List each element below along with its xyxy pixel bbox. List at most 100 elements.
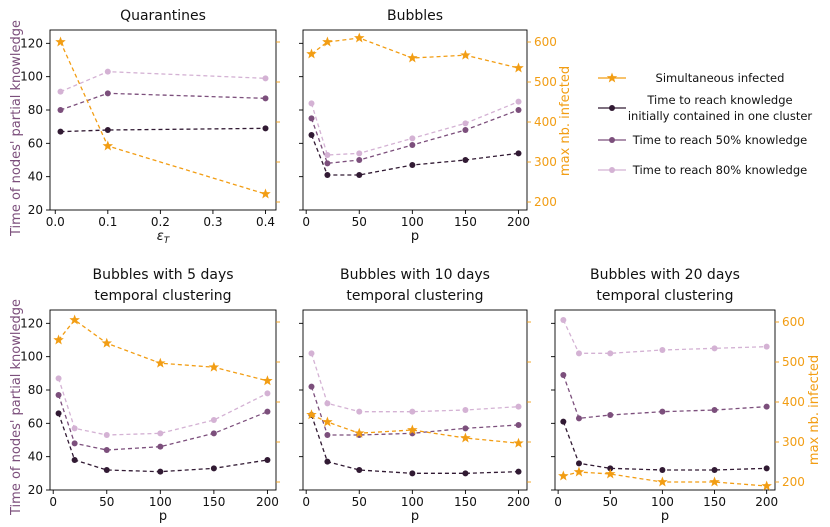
series-line-p50 — [310, 386, 519, 436]
data-point-p80 — [262, 75, 269, 82]
data-point-initial — [560, 418, 567, 425]
plot-frame — [49, 309, 277, 491]
data-point-simultaneous — [460, 49, 471, 60]
y-tick-label: 120 — [20, 36, 43, 50]
data-point-simultaneous — [761, 480, 772, 491]
x-tick-label: 50 — [352, 215, 367, 229]
right-ylabel-top: max nb. infected — [558, 66, 573, 176]
data-point-p50 — [515, 422, 522, 428]
data-point-simultaneous — [513, 437, 524, 448]
data-point-p80 — [409, 408, 416, 415]
data-point-initial — [607, 465, 614, 472]
data-point-initial — [659, 467, 666, 473]
series-line-p80 — [57, 378, 268, 436]
data-point-simultaneous — [306, 409, 317, 420]
right-y-tick-label: 400 — [534, 115, 557, 129]
data-point-initial — [71, 457, 78, 463]
legend-item-p80: Time to reach 80% knowledge — [598, 163, 807, 177]
x-axis-label: p — [411, 509, 419, 524]
x-axis-label: εT — [157, 229, 171, 246]
x-axis-label: p — [661, 509, 669, 524]
legend-label: Time to reach 50% knowledge — [632, 133, 807, 147]
x-tick-label: 50 — [352, 495, 367, 509]
chart-title: Bubbles with 5 days — [92, 267, 233, 283]
data-point-p50 — [324, 432, 331, 438]
data-point-simultaneous — [354, 32, 365, 43]
data-point-p50 — [71, 440, 78, 447]
data-point-initial — [324, 172, 331, 178]
chart-title: temporal clustering — [346, 288, 483, 304]
series-line-initial — [562, 421, 767, 471]
x-axis-label: p — [411, 229, 419, 244]
data-point-simultaneous — [55, 36, 66, 47]
x-tick-label: 100 — [401, 495, 424, 509]
data-point-p80 — [264, 390, 271, 397]
data-point-p50 — [308, 383, 315, 390]
data-point-simultaneous — [262, 375, 273, 386]
series-line-p80 — [310, 353, 519, 413]
series-line-initial — [60, 127, 266, 133]
chart-panel-1: Quarantines 0.0 0.1 0.2 0.3 0.4 εT 20 40 60 80 100 1… — [20, 8, 280, 246]
legend-marker — [609, 137, 615, 143]
data-point-p50 — [262, 95, 269, 102]
plot-frame — [302, 309, 528, 491]
data-point-simultaneous — [102, 140, 114, 151]
series-line-p50 — [562, 374, 767, 420]
x-tick-label: 200 — [507, 215, 530, 229]
data-point-initial — [324, 458, 331, 465]
data-point-initial — [515, 468, 522, 475]
right-y-tick-label: 600 — [782, 315, 805, 329]
data-point-p50 — [763, 403, 770, 410]
data-point-p50 — [575, 415, 582, 422]
data-point-initial — [711, 467, 718, 473]
plot-frame — [554, 309, 776, 491]
data-point-initial — [104, 127, 111, 133]
data-point-p50 — [560, 372, 567, 378]
data-point-p80 — [308, 100, 315, 107]
data-point-simultaneous — [407, 424, 418, 435]
data-point-p50 — [515, 107, 522, 113]
data-point-simultaneous — [53, 334, 64, 345]
data-point-simultaneous — [260, 188, 271, 199]
chart-panel-2: Bubbles 0 50 100 150 200 p 200 300 400 500 600 — [299, 8, 557, 244]
data-point-p50 — [324, 160, 331, 167]
right-ylabel-bottom: max nb. infected — [807, 355, 822, 465]
series-line-p50 — [310, 109, 519, 165]
data-point-p80 — [210, 417, 217, 423]
data-point-p80 — [308, 350, 315, 357]
x-tick-label: 0.1 — [98, 215, 117, 229]
data-point-simultaneous — [558, 470, 569, 481]
series-line-simultaneous — [58, 319, 268, 382]
right-y-tick-label: 500 — [534, 75, 557, 89]
x-tick-label: 0.2 — [151, 215, 170, 229]
data-point-simultaneous — [460, 432, 471, 443]
right-y-tick-label: 500 — [782, 355, 805, 369]
y-tick-label: 100 — [20, 70, 43, 84]
data-point-p80 — [659, 347, 666, 353]
x-tick-label: 200 — [507, 495, 530, 509]
series-line-p80 — [562, 319, 767, 354]
right-y-tick-label: 200 — [782, 475, 805, 489]
data-point-initial — [763, 465, 770, 472]
data-point-p80 — [157, 430, 164, 437]
data-point-p80 — [356, 408, 363, 415]
y-tick-label: 40 — [28, 450, 43, 464]
x-tick-label: 0 — [302, 215, 310, 229]
x-tick-label: 50 — [99, 495, 114, 509]
data-point-simultaneous — [657, 476, 668, 487]
y-tick-label: 120 — [20, 316, 43, 330]
legend-marker — [606, 72, 618, 83]
data-point-initial — [262, 125, 269, 132]
data-point-initial — [264, 457, 271, 463]
chart-title: Bubbles with 10 days — [340, 267, 490, 283]
y-tick-label: 60 — [28, 136, 43, 150]
x-tick-label: 0.0 — [46, 215, 65, 229]
series-line-p50 — [57, 394, 268, 451]
legend-item-simultaneous: Simultaneous infected — [598, 71, 784, 85]
x-tick-label: 150 — [454, 215, 477, 229]
legend-item-p50: Time to reach 50% knowledge — [598, 133, 807, 147]
y-tick-label: 40 — [28, 170, 43, 184]
x-tick-label: 0.4 — [256, 215, 275, 229]
chart-panel-3: Bubbles with 5 days temporal clustering 0 5… — [20, 267, 280, 524]
x-tick-label: 150 — [202, 495, 225, 509]
